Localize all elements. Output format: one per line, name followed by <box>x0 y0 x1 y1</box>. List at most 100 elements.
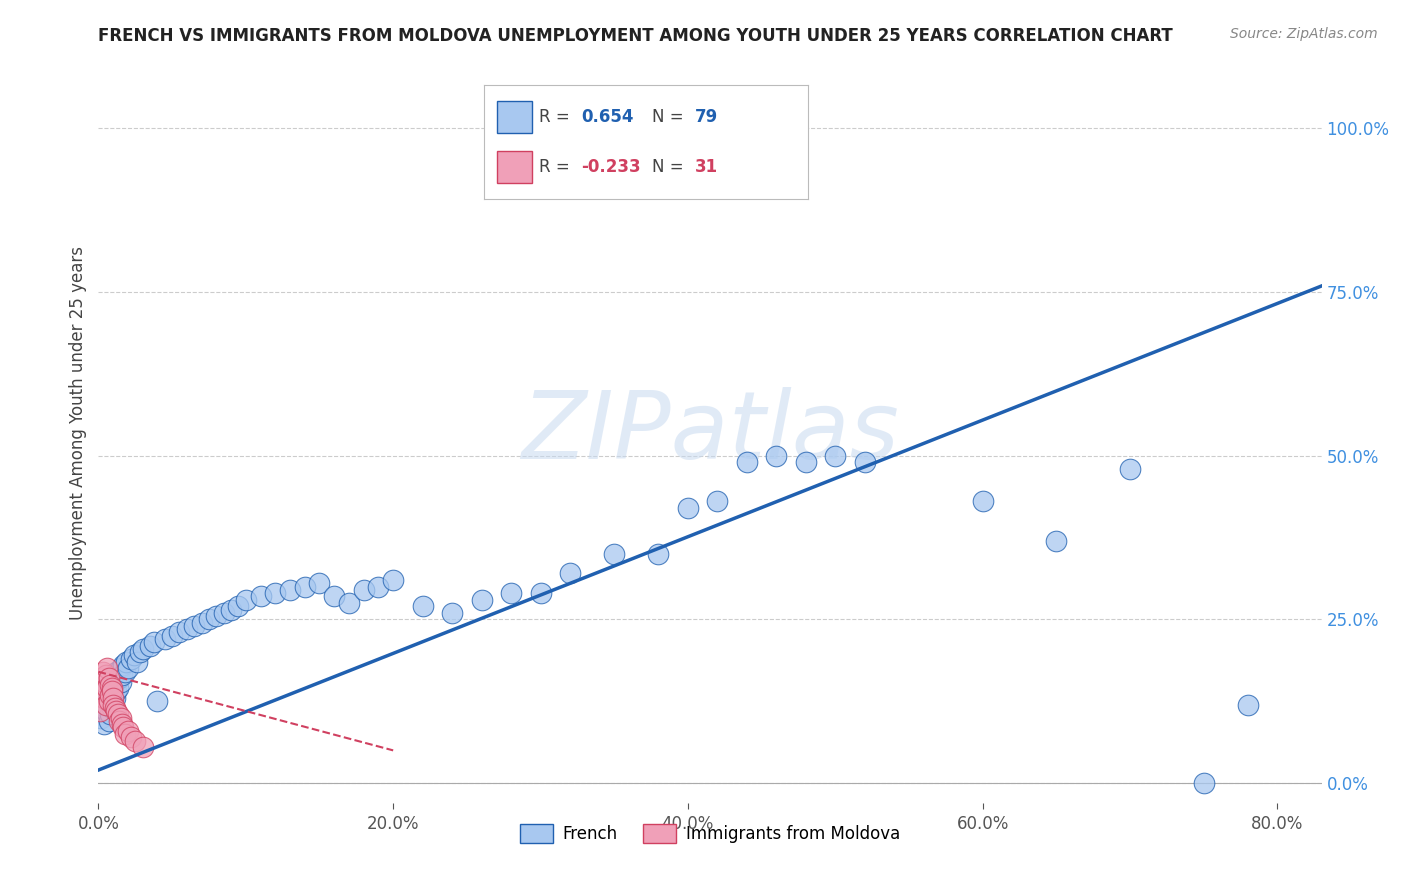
Point <box>107 681 129 695</box>
Point <box>91 690 114 705</box>
Point <box>94 668 117 682</box>
Point <box>96 698 118 712</box>
Point <box>115 655 138 669</box>
Point <box>160 629 183 643</box>
Point <box>205 609 228 624</box>
Point <box>101 690 124 705</box>
Point <box>382 573 405 587</box>
Text: FRENCH VS IMMIGRANTS FROM MOLDOVA UNEMPLOYMENT AMONG YOUTH UNDER 25 YEARS CORREL: FRENCH VS IMMIGRANTS FROM MOLDOVA UNEMPL… <box>98 27 1173 45</box>
Point <box>139 639 162 653</box>
Point <box>89 704 111 718</box>
Point <box>676 500 699 515</box>
Point <box>98 707 121 722</box>
Point <box>264 586 287 600</box>
Point <box>114 727 136 741</box>
Point <box>143 635 166 649</box>
Point <box>853 455 876 469</box>
Point <box>108 714 131 728</box>
Point <box>824 449 846 463</box>
Point <box>1045 533 1067 548</box>
Point <box>90 671 112 685</box>
Y-axis label: Unemployment Among Youth under 25 years: Unemployment Among Youth under 25 years <box>69 245 87 620</box>
Point <box>98 688 121 702</box>
Point <box>198 612 221 626</box>
Point <box>93 690 115 705</box>
Point <box>647 547 669 561</box>
Point <box>1237 698 1260 712</box>
Point <box>104 700 127 714</box>
Point <box>308 576 330 591</box>
Point <box>117 723 139 738</box>
Point <box>249 590 271 604</box>
Point <box>131 641 153 656</box>
Point <box>117 661 139 675</box>
Point <box>104 690 127 705</box>
Point <box>529 586 551 600</box>
Point <box>367 580 389 594</box>
Point <box>735 455 758 469</box>
Point <box>93 674 115 689</box>
Point <box>112 721 135 735</box>
Point <box>96 681 118 695</box>
Point <box>169 625 191 640</box>
Point <box>1192 776 1215 790</box>
Point <box>153 632 176 646</box>
Point <box>97 681 120 695</box>
Point <box>96 674 118 689</box>
Point <box>765 449 787 463</box>
Point <box>558 566 581 581</box>
Point <box>603 547 626 561</box>
Point <box>499 586 522 600</box>
Point <box>97 714 120 728</box>
Point <box>120 651 142 665</box>
Point <box>294 580 316 594</box>
Point <box>972 494 994 508</box>
Point <box>110 674 132 689</box>
Point <box>90 684 112 698</box>
Point <box>176 622 198 636</box>
Point <box>114 665 136 679</box>
Point <box>124 733 146 747</box>
Point <box>98 678 121 692</box>
Point <box>125 655 148 669</box>
Point <box>101 698 124 712</box>
Point <box>128 645 150 659</box>
Point <box>212 606 235 620</box>
Point <box>105 665 128 679</box>
Point <box>100 684 122 698</box>
Point <box>120 731 142 745</box>
Point <box>107 707 129 722</box>
Point <box>412 599 434 614</box>
Point <box>110 711 132 725</box>
Point <box>100 678 122 692</box>
Point <box>105 684 128 698</box>
Point <box>131 740 153 755</box>
Point <box>97 694 120 708</box>
Point <box>101 668 124 682</box>
Point <box>471 592 494 607</box>
Point <box>100 681 122 695</box>
Point <box>219 602 242 616</box>
Text: Source: ZipAtlas.com: Source: ZipAtlas.com <box>1230 27 1378 41</box>
Point <box>98 671 121 685</box>
Point <box>794 455 817 469</box>
Point <box>441 606 464 620</box>
Point <box>190 615 212 630</box>
Point <box>111 668 134 682</box>
Point <box>706 494 728 508</box>
Point <box>323 590 346 604</box>
Point <box>146 694 169 708</box>
Point <box>91 665 114 679</box>
Point <box>97 671 120 685</box>
Point <box>93 717 115 731</box>
Point <box>353 582 375 597</box>
Point <box>94 698 117 712</box>
Point <box>108 671 131 685</box>
Point <box>94 684 117 698</box>
Point <box>101 694 124 708</box>
Point <box>110 661 132 675</box>
Point <box>91 678 114 692</box>
Point <box>183 619 205 633</box>
Point <box>96 661 118 675</box>
Point <box>278 582 301 597</box>
